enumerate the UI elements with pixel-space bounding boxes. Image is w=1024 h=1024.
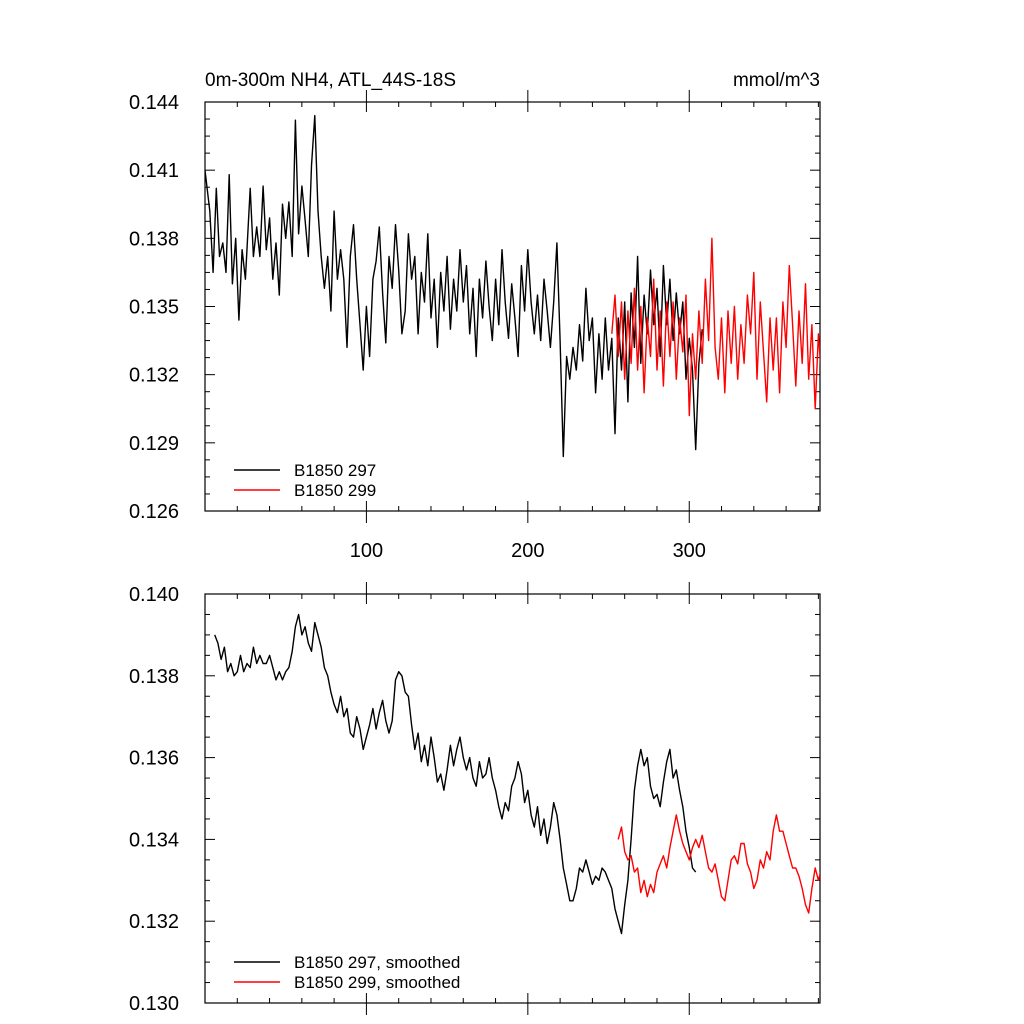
chart-bottom-ytick-label: 0.140 (129, 584, 179, 606)
chart-bottom-series-line-1 (214, 613, 697, 935)
chart-bottom-ytick-label: 0.138 (129, 666, 179, 688)
chart-bottom-ytick-label: 0.134 (129, 829, 179, 851)
chart-top-ytick-label: 0.126 (129, 501, 179, 523)
chart-top-ytick-label: 0.135 (129, 297, 179, 319)
chart-top-ytick-label: 0.129 (129, 433, 179, 455)
chart-bottom-ytick-label: 0.132 (129, 911, 179, 933)
chart-bottom-series-line-2 (617, 814, 820, 914)
chart-bottom-legend-label: B1850 297, smoothed (294, 953, 460, 972)
chart-top-series-line-2 (611, 237, 820, 417)
chart-top-ytick-label: 0.144 (129, 92, 179, 114)
chart-bottom-ytick-label: 0.136 (129, 748, 179, 770)
chart-top-ytick-label: 0.138 (129, 228, 179, 250)
chart-top-ytick-label: 0.132 (129, 365, 179, 387)
chart-top-series-line-1 (205, 114, 703, 458)
chart-top-ytick-label: 0.141 (129, 160, 179, 182)
chart-bottom: 0.130 0.132 0.134 0.136 0.138 0.140 B1850 297,… (129, 582, 821, 1015)
chart-top-legend-label: B1850 299 (294, 481, 376, 500)
chart-bottom-ytick-label: 0.130 (129, 993, 179, 1015)
chart-bottom-frame (204, 593, 821, 1004)
chart-top: 0m-300m NH4, ATL_44S-18S mmol/m^3 0.126 0… (129, 70, 821, 562)
chart-top-units: mmol/m^3 (733, 70, 820, 91)
chart-top-legend-label: B1850 297 (294, 461, 376, 480)
chart-top-xtick-label: 300 (673, 540, 706, 562)
chart-bottom-legend-label: B1850 299, smoothed (294, 973, 460, 992)
chart-top-title: 0m-300m NH4, ATL_44S-18S (205, 70, 456, 91)
chart-top-xtick-label: 200 (511, 540, 544, 562)
chart-top-xtick-label: 100 (350, 540, 383, 562)
